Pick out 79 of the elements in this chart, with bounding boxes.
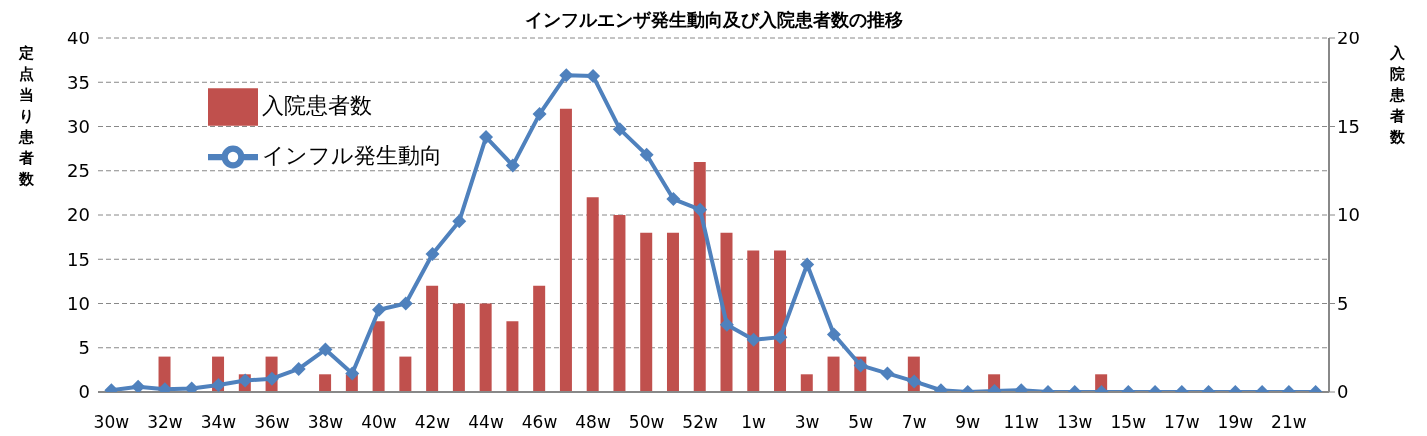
x-tick-label: 48w <box>575 412 611 433</box>
y2-tick-label: 15 <box>1337 115 1360 137</box>
chart-title: インフルエンザ発生動向及び入院患者数の推移 <box>524 9 903 30</box>
bar <box>452 303 465 392</box>
bar <box>774 250 787 392</box>
x-tick-label: 50w <box>628 412 665 433</box>
x-tick-label: 40w <box>361 412 397 433</box>
legend-label: 入院患者数 <box>262 93 372 118</box>
bar <box>640 232 653 392</box>
x-tick-label: 46w <box>521 412 558 433</box>
bar <box>693 161 706 392</box>
point <box>131 379 146 392</box>
bar <box>827 356 840 392</box>
point <box>559 68 574 83</box>
bar <box>533 285 546 392</box>
point <box>211 377 226 392</box>
point <box>452 214 467 229</box>
bar <box>399 356 412 392</box>
bar <box>426 285 439 392</box>
bar <box>613 215 626 392</box>
bar <box>319 374 332 392</box>
point <box>666 192 681 207</box>
point <box>586 69 601 84</box>
y2-axis-title: 入院患者数 <box>1388 44 1406 146</box>
bar <box>372 321 385 392</box>
bar <box>666 232 679 392</box>
x-tick-label: 9w <box>955 412 981 433</box>
point <box>826 327 841 342</box>
x-tick-label: 36w <box>254 412 290 433</box>
point <box>291 361 306 376</box>
x-tick-label: 38w <box>307 412 344 433</box>
bar <box>479 303 492 392</box>
x-tick-label: 30w <box>93 412 130 433</box>
y-tick-label: 0 <box>78 381 90 403</box>
point <box>746 332 761 347</box>
y2-tick-label: 10 <box>1337 204 1360 226</box>
x-tick-label: 21w <box>1271 412 1307 433</box>
legend-label: インフル発生動向 <box>262 143 442 168</box>
point <box>612 122 627 137</box>
y-axis-title: 定点当り患者数 <box>17 44 35 188</box>
point <box>425 246 440 261</box>
point <box>639 147 654 162</box>
point <box>505 158 520 173</box>
bar <box>586 197 599 392</box>
y-tick-label: 20 <box>67 204 90 226</box>
point <box>719 317 734 332</box>
bar <box>800 374 813 392</box>
x-tick-label: 13w <box>1057 412 1093 433</box>
point <box>398 296 413 311</box>
bar <box>506 321 519 392</box>
y-tick-label: 10 <box>67 292 90 314</box>
point <box>318 342 333 357</box>
y-tick-label: 15 <box>67 248 90 270</box>
x-tick-label: 32w <box>147 412 183 433</box>
y-tick-label: 25 <box>67 160 90 182</box>
x-tick-label: 19w <box>1217 412 1254 433</box>
x-tick-label: 5w <box>848 412 874 433</box>
x-tick-label: 34w <box>200 412 237 433</box>
y-tick-label: 35 <box>67 71 90 93</box>
x-tick-label: 15w <box>1110 412 1147 433</box>
y2-tick-label: 0 <box>1337 381 1349 403</box>
bar <box>559 108 572 392</box>
x-tick-label: 7w <box>901 412 927 433</box>
x-tick-label: 52w <box>682 412 718 433</box>
point <box>693 202 708 217</box>
x-tick-label: 42w <box>414 412 451 433</box>
x-tick-label: 11w <box>1003 412 1040 433</box>
y2-tick-label: 5 <box>1337 292 1349 314</box>
bar <box>747 250 760 392</box>
point <box>371 302 386 317</box>
point <box>800 257 815 272</box>
point <box>479 130 494 145</box>
x-tick-label: 3w <box>794 412 820 433</box>
x-tick-label: 1w <box>741 412 767 433</box>
y-tick-label: 30 <box>67 115 90 137</box>
x-tick-label: 17w <box>1164 412 1200 433</box>
y-tick-label: 5 <box>78 337 90 359</box>
x-tick-label: 44w <box>468 412 504 433</box>
point <box>532 107 547 122</box>
